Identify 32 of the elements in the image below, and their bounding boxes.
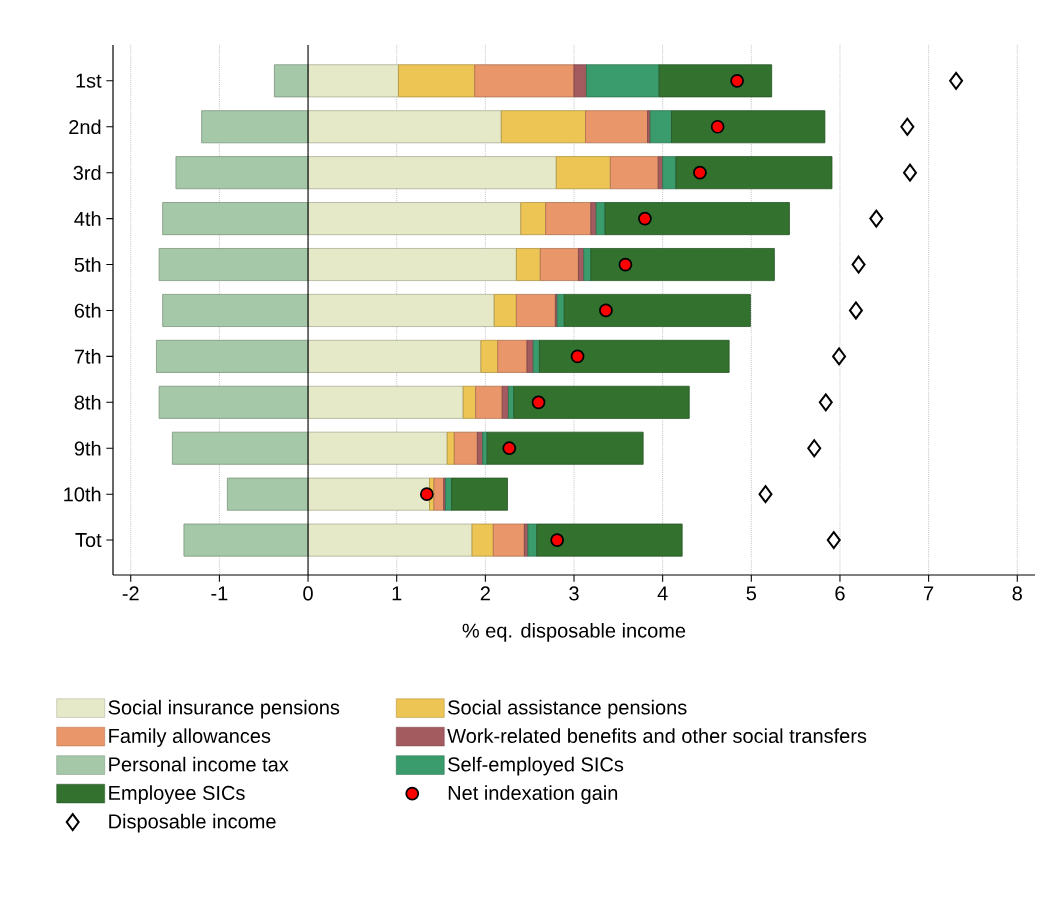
x-axis-title: % eq. disposable income (462, 623, 686, 642)
x-tick-label: -1 (211, 586, 228, 601)
x-tick-label: 0 (303, 586, 313, 601)
legend-label: Social assistance pensions (448, 699, 687, 719)
x-tick-label: 2 (480, 586, 490, 601)
y-tick-label: 5th (74, 257, 101, 272)
legend-label: Family allowances (109, 728, 271, 747)
x-tick-label: 4 (657, 586, 668, 601)
y-tick-label: 1st (76, 73, 102, 88)
y-tick-label: 10th (64, 486, 101, 502)
x-tick-label: 5 (746, 586, 757, 601)
y-tick-label: 9th (74, 440, 101, 456)
x-tick-label: 6 (835, 586, 845, 601)
y-tick-label: 7th (74, 349, 101, 364)
x-tick-label: -2 (122, 586, 139, 601)
y-tick-label: Tot (75, 533, 102, 548)
x-tick-label: 8 (1012, 586, 1022, 601)
x-tick-label: 3 (569, 586, 579, 601)
legend-label: Disposable income (109, 813, 276, 833)
y-tick-label: 4th (74, 211, 101, 226)
x-tick-label: 1 (392, 586, 402, 601)
legend-label: Net indexation gain (448, 785, 618, 804)
y-tick-label: 3rd (73, 165, 101, 181)
x-tick-label: 7 (924, 586, 934, 601)
y-tick-label: 8th (74, 394, 101, 410)
legend-label: Work-related benefits and other social transfers (447, 728, 867, 744)
legend-label: Employee SICs (109, 785, 245, 804)
y-tick-label: 2nd (69, 119, 101, 135)
legend-label: Self-employed SICs (448, 756, 624, 776)
legend-label: Personal income tax (109, 756, 289, 772)
y-tick-label: 6th (74, 303, 101, 318)
legend-label: Social insurance pensions (108, 699, 340, 719)
